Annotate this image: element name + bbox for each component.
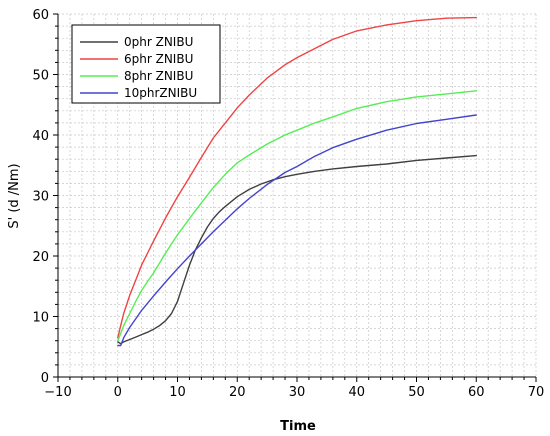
y-axis-title: S' (d /Nm)	[7, 163, 22, 228]
x-tick-label: 0	[114, 385, 122, 400]
y-tick-label: 50	[32, 69, 49, 84]
legend: 0phr ZNIBU 6phr ZNIBU 8phr ZNIBU 10phrZNIBU	[71, 24, 221, 104]
x-tick-label: 30	[289, 385, 306, 400]
series-line-10phrznibu	[117, 114, 477, 347]
legend-label: 10phrZNIBU	[124, 86, 197, 100]
series-line-6phr-znibu	[117, 16, 477, 339]
axes	[53, 13, 537, 382]
series-line-8phr-znibu	[117, 90, 477, 342]
legend-label: 6phr ZNIBU	[124, 52, 193, 66]
x-tick-label: 50	[408, 385, 425, 400]
legend-box	[71, 24, 221, 104]
legend-label: 0phr ZNIBU	[124, 35, 193, 49]
y-tick-label: 30	[32, 190, 49, 205]
x-tick-label: 40	[348, 385, 365, 400]
x-tick-label: 70	[528, 385, 545, 400]
y-tick-label: 40	[32, 129, 49, 144]
y-tick-label: 20	[32, 250, 49, 265]
x-tick-label: 20	[229, 385, 246, 400]
x-tick-label: 60	[468, 385, 485, 400]
x-tick-label: 10	[169, 385, 186, 400]
y-tick-label: 60	[32, 8, 49, 23]
series-lines	[117, 16, 477, 347]
grid	[57, 13, 537, 378]
x-tick-label: −10	[44, 385, 71, 400]
y-tick-label: 10	[32, 311, 49, 326]
series-line-0phr-znibu	[117, 154, 477, 345]
y-tick-label: 0	[41, 371, 49, 386]
legend-label: 8phr ZNIBU	[124, 69, 193, 83]
x-axis-title: Time	[280, 419, 316, 434]
